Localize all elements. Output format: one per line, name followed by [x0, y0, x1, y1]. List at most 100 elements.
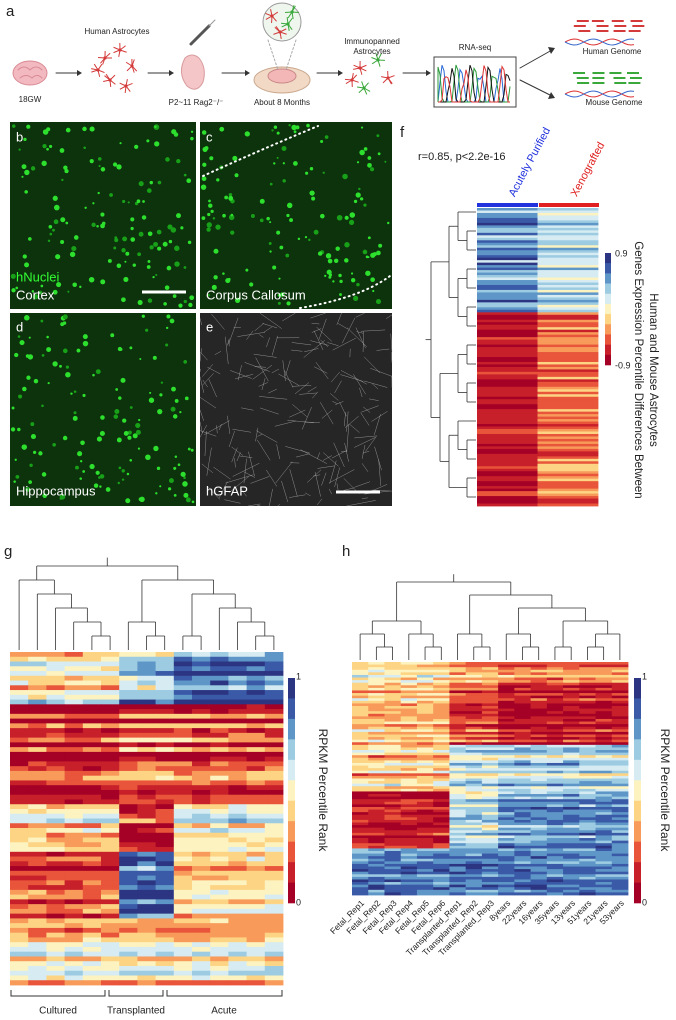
heatmap-cell [514, 770, 531, 774]
nucleus [101, 221, 106, 226]
heatmap-cell [368, 827, 385, 831]
fiber [216, 425, 218, 434]
nucleus [339, 293, 342, 296]
heatmap-cell [173, 913, 193, 919]
heatmap-cell [416, 876, 434, 880]
heatmap-cell [433, 806, 450, 810]
dna-strand [564, 90, 635, 98]
nucleus [127, 435, 132, 440]
heatmap-cell [352, 861, 369, 865]
heatmap-cell [228, 975, 247, 981]
heatmap-cell [546, 874, 564, 878]
nucleus [249, 282, 254, 287]
nucleus [304, 236, 308, 239]
heatmap-cell [477, 376, 538, 380]
fiber [276, 444, 280, 460]
heatmap-cell [28, 680, 47, 686]
heatmap-cell [82, 728, 102, 734]
nucleus [165, 157, 170, 162]
heatmap-cell [465, 700, 483, 704]
heatmap-cell [173, 837, 193, 843]
heatmap-cell [514, 680, 531, 684]
heatmap-cell [101, 671, 120, 677]
heatmap-cell [368, 747, 385, 751]
read [632, 25, 645, 27]
read [629, 77, 642, 79]
panel-label: a [6, 3, 15, 20]
heatmap-cell [481, 747, 499, 751]
fiber [343, 487, 355, 491]
heatmap-cell [137, 666, 156, 672]
heatmap-cell [210, 808, 229, 815]
heatmap-cell [416, 750, 434, 754]
heatmap-cell [563, 853, 580, 857]
heatmap-cell [246, 932, 266, 938]
fiber [340, 374, 364, 382]
fiber [292, 385, 312, 387]
heatmap-cell [433, 809, 450, 813]
colorbar-step [288, 759, 295, 781]
heatmap-cell [384, 726, 402, 730]
heatmap-cell [465, 765, 483, 769]
fiber [213, 466, 231, 480]
heatmap-cell [192, 680, 211, 686]
heatmap-cell [210, 766, 229, 772]
heatmap-cell [498, 853, 515, 857]
heatmap-cell [264, 709, 284, 715]
heatmap-cell [210, 866, 229, 872]
heatmap-cell [192, 861, 211, 867]
nucleus [28, 336, 31, 339]
heatmap-cell [579, 806, 596, 810]
heatmap-cell [449, 794, 467, 798]
heatmap-cell [210, 965, 229, 972]
fiber [277, 504, 281, 507]
heatmap-cell [481, 693, 499, 697]
heatmap-cell [595, 664, 613, 668]
heatmap-cell [537, 265, 599, 268]
heatmap-cell [137, 785, 156, 791]
heatmap-cell [537, 327, 599, 331]
fiber [284, 370, 294, 388]
heatmap-cell [595, 744, 613, 748]
nucleus [73, 390, 77, 393]
heatmap-cell [64, 875, 84, 881]
heatmap-cell [546, 791, 564, 795]
heatmap-cell [481, 845, 499, 849]
nucleus [363, 147, 368, 151]
heatmap-cell [433, 662, 450, 665]
heatmap-cell [384, 866, 402, 870]
heatmap-cell [449, 850, 467, 854]
heatmap-cell [119, 723, 138, 729]
heatmap-cell [433, 757, 450, 761]
heatmap-cell [119, 923, 138, 929]
heatmap-cell [579, 734, 596, 738]
heatmap-cell [481, 778, 499, 782]
nucleus [89, 463, 95, 470]
heatmap-cell [537, 227, 599, 231]
heatmap-cell [101, 808, 120, 815]
heatmap-cell [400, 773, 418, 777]
heatmap-cell [595, 845, 613, 849]
heatmap-cell [514, 806, 531, 810]
heatmap-cell [530, 796, 548, 800]
heatmap-cell [352, 848, 369, 852]
nucleus [12, 124, 16, 128]
heatmap-cell [579, 819, 596, 823]
nucleus [17, 427, 21, 432]
heatmap-cell [530, 768, 548, 772]
heatmap-cell [10, 961, 29, 967]
heatmap-cell [416, 667, 434, 671]
nucleus [121, 297, 126, 303]
heatmap-cell [246, 718, 266, 724]
heatmap-cell [246, 913, 266, 919]
nucleus [146, 139, 150, 143]
heatmap-cell [264, 894, 284, 900]
heatmap-cell [611, 752, 629, 756]
heatmap-cell [173, 742, 193, 748]
heatmap-cell [546, 812, 564, 816]
heatmap-cell [192, 751, 211, 758]
heatmap-cell [28, 866, 47, 872]
heatmap-cell [595, 760, 613, 764]
fiber [312, 391, 319, 399]
heatmap-cell [579, 887, 596, 891]
